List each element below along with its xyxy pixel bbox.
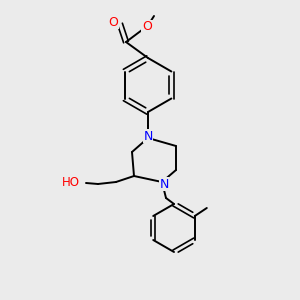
Text: N: N (143, 130, 153, 142)
Text: N: N (159, 178, 169, 190)
Text: O: O (142, 20, 152, 34)
Text: HO: HO (62, 176, 80, 190)
Text: O: O (108, 16, 118, 28)
